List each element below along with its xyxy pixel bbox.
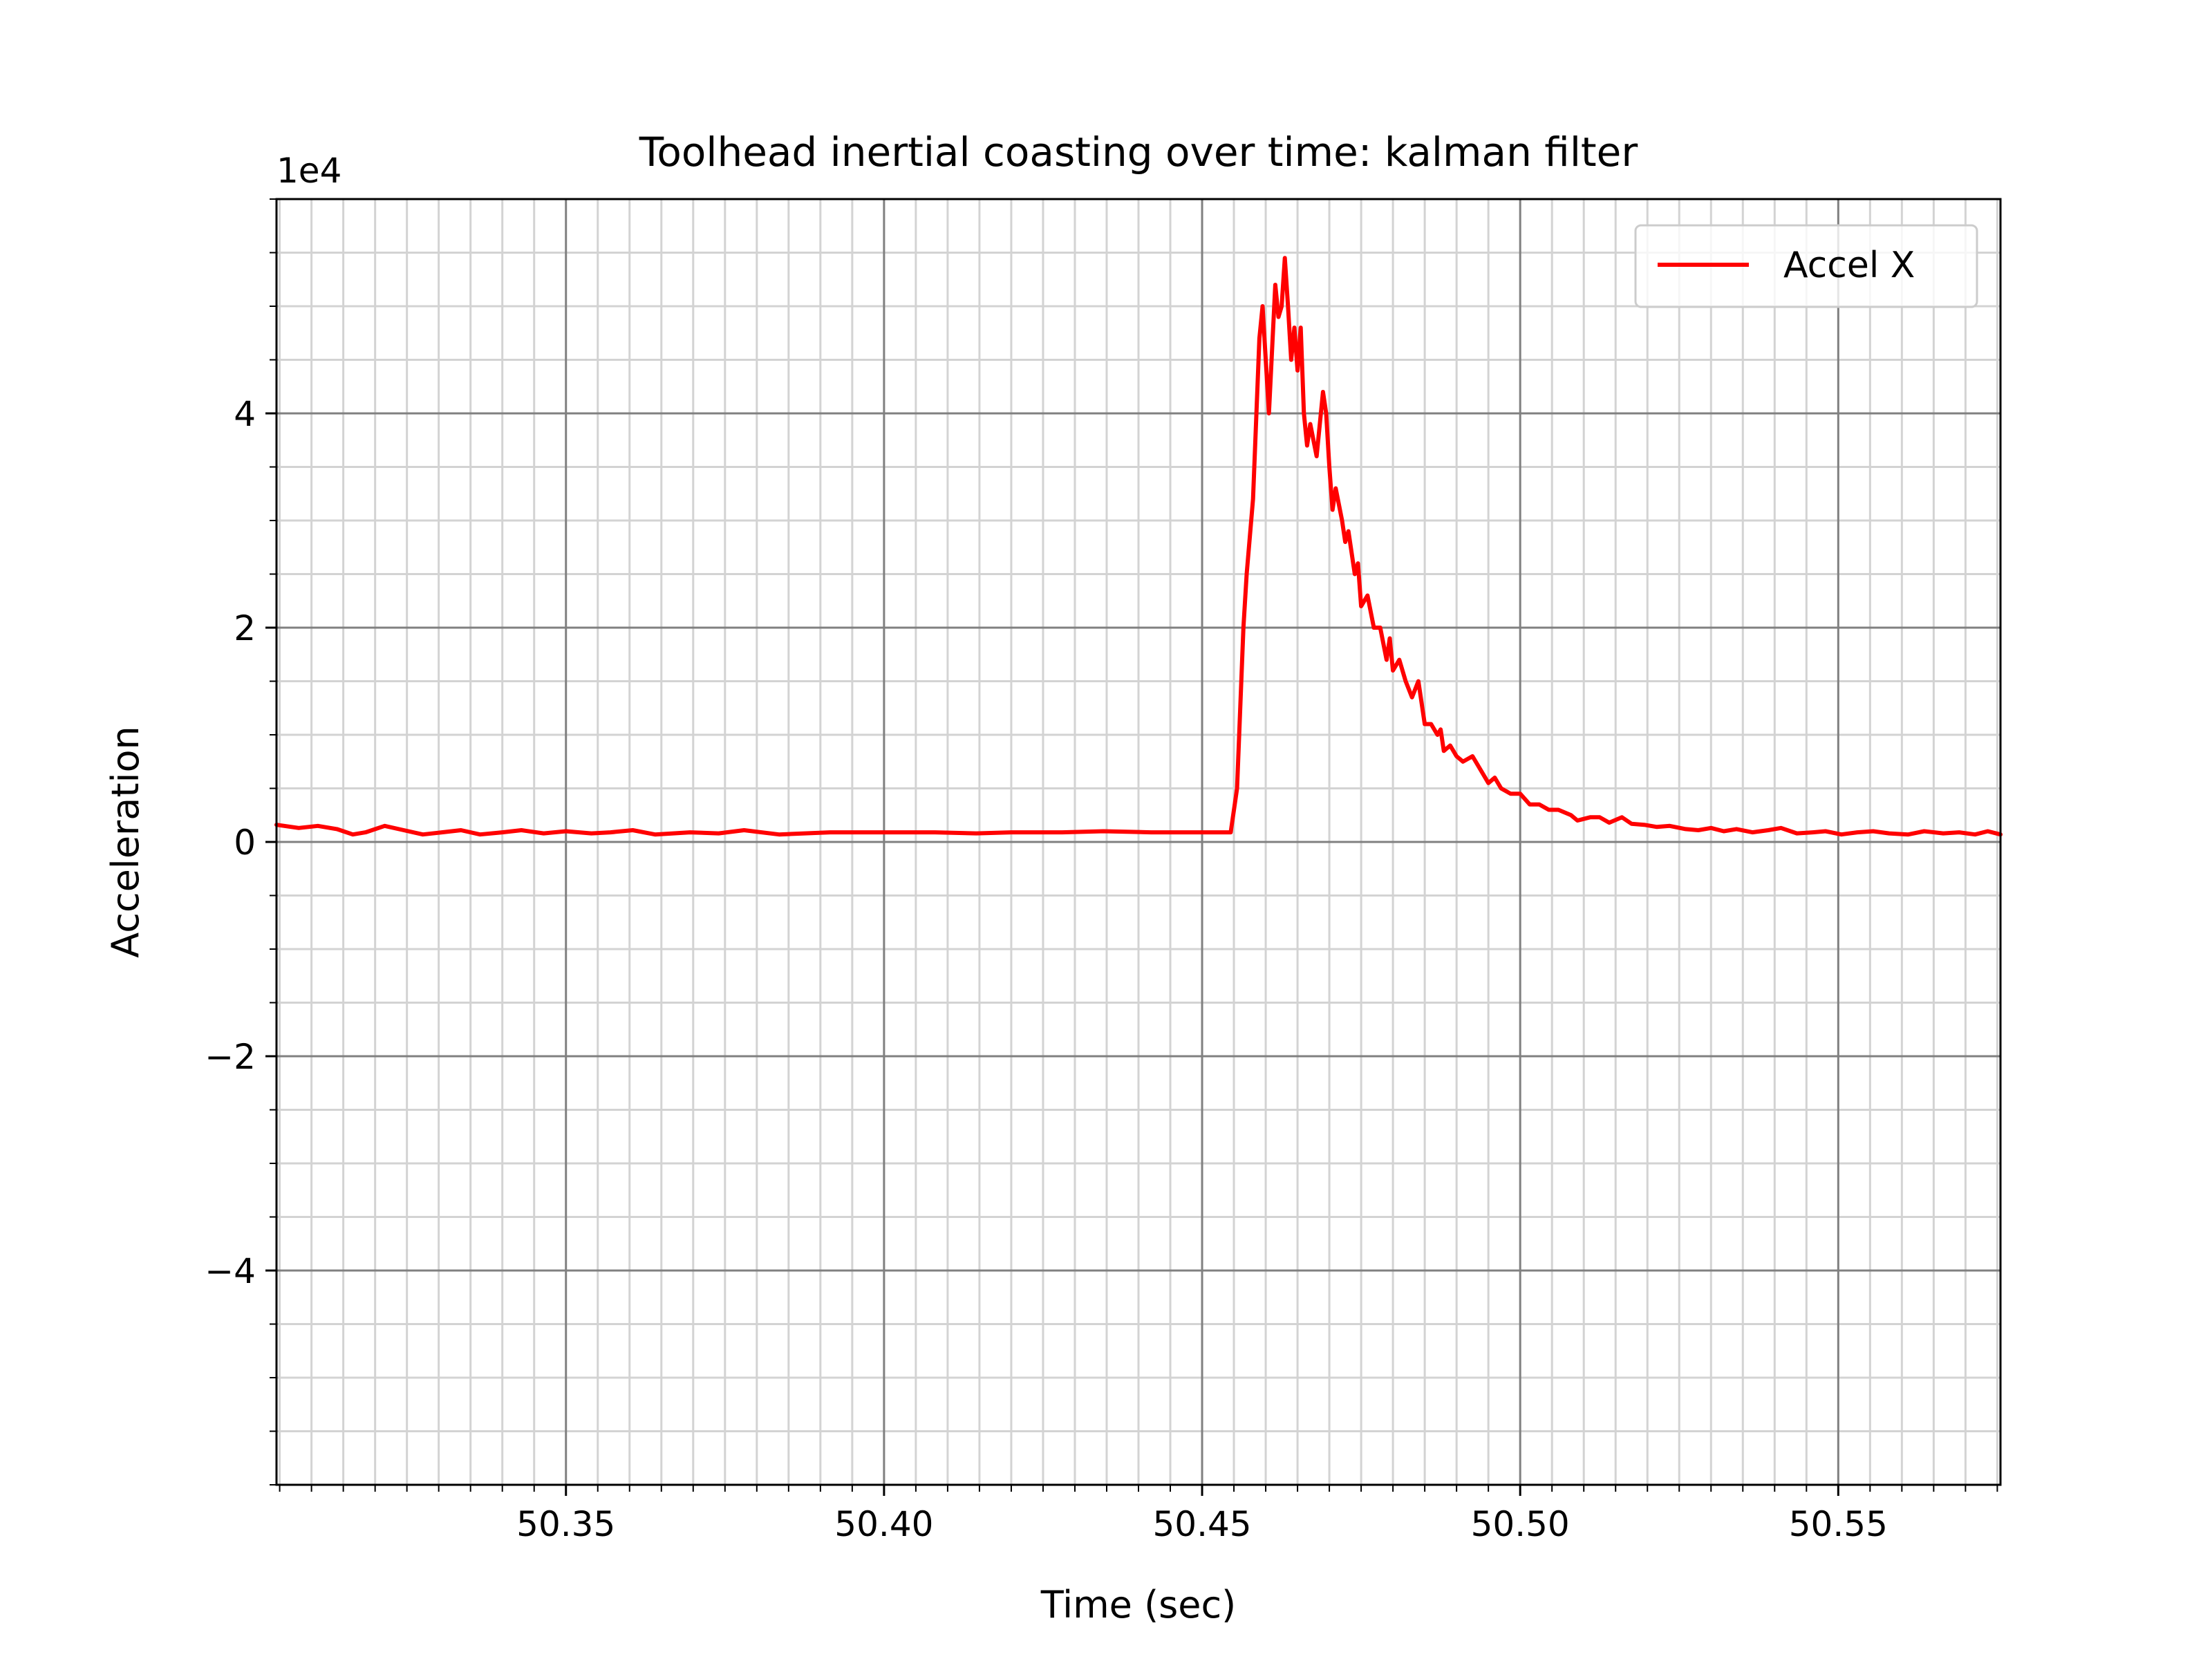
x-tick-label: 50.50 <box>1471 1504 1570 1544</box>
series-line-accel-x <box>274 256 2003 837</box>
x-tick-label: 50.55 <box>1789 1504 1888 1544</box>
series-layer <box>274 256 2003 837</box>
x-tick-label: 50.35 <box>516 1504 615 1544</box>
y-tick-label: 4 <box>234 394 256 434</box>
legend-box <box>1634 224 1978 308</box>
y-tick-label: 2 <box>234 608 256 648</box>
x-tick-label: 50.40 <box>834 1504 933 1544</box>
y-offset-text: 1e4 <box>276 151 341 191</box>
legend: Accel X <box>1634 224 1978 308</box>
chart-title: Toolhead inertial coasting over time: ka… <box>639 129 1638 176</box>
y-tick-label: −4 <box>205 1251 256 1291</box>
y-axis-label: Acceleration <box>104 726 147 958</box>
x-axis-ticks: 50.35 50.40 50.45 50.50 50.55 <box>279 1485 1998 1544</box>
major-grid <box>276 199 2000 1485</box>
y-axis-ticks: −4 −2 0 2 4 <box>205 198 276 1485</box>
x-axis-label: Time (sec) <box>1040 1583 1237 1627</box>
y-tick-label: −2 <box>205 1037 256 1077</box>
x-tick-label: 50.45 <box>1152 1504 1251 1544</box>
y-tick-label: 0 <box>234 823 256 863</box>
legend-label: Accel X <box>1783 245 1915 286</box>
